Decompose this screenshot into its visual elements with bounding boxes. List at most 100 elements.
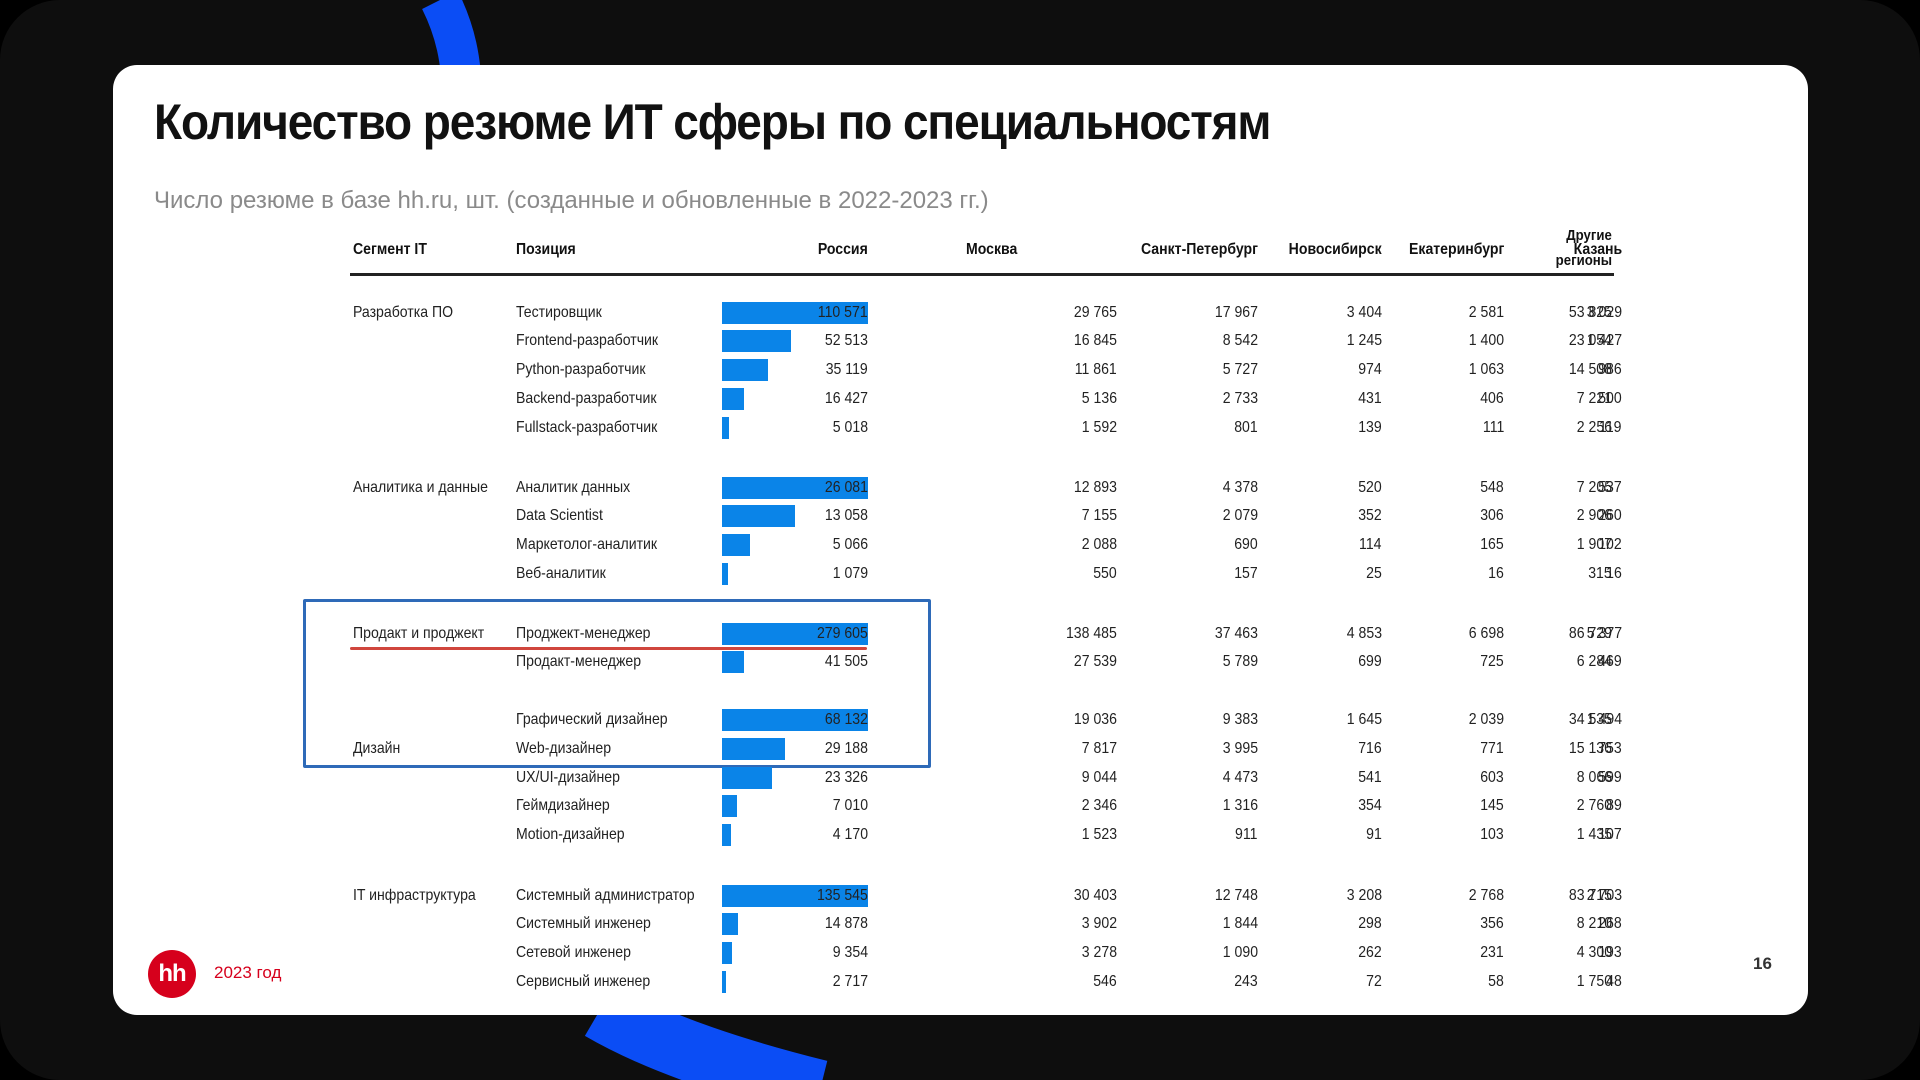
cell-novosibirsk: 91 (1366, 826, 1382, 843)
resume-table: Сегмент IT Позиция Россия Москва Санкт-П… (113, 65, 1808, 1015)
cell-spb: 37 463 (1214, 625, 1258, 642)
cell-ekaterinburg: 306 (1480, 507, 1504, 524)
header-moscow: Москва (965, 241, 1017, 258)
cell-russia: 16 427 (824, 390, 868, 407)
cell-russia: 5 066 (832, 536, 868, 553)
cell-russia: 52 513 (824, 332, 868, 349)
cell-segment: IT инфраструктура (353, 887, 476, 904)
cell-moscow: 7 155 (1081, 507, 1117, 524)
cell-kazan: 119 (1599, 419, 1622, 436)
russia-bar (722, 359, 768, 381)
cell-novosibirsk: 699 (1358, 653, 1382, 670)
cell-position: Системный инженер (516, 915, 651, 932)
cell-moscow: 3 902 (1081, 915, 1117, 932)
red-underline (350, 647, 867, 650)
russia-bar (722, 330, 791, 352)
cell-position: Проджект-менеджер (516, 625, 651, 642)
cell-position: Веб-аналитик (516, 565, 606, 582)
cell-other: 86 729 (1568, 625, 1612, 642)
cell-kazan: 1 494 (1586, 711, 1622, 728)
cell-position: Графический дизайнер (516, 711, 668, 728)
slide: Количество резюме ИТ сферы по специально… (113, 65, 1808, 1015)
russia-bar (722, 709, 868, 731)
header-spb: Санкт-Петербург (1140, 241, 1258, 258)
cell-ekaterinburg: 111 (1482, 419, 1504, 436)
cell-spb: 1 844 (1222, 915, 1258, 932)
cell-russia: 35 119 (825, 361, 868, 378)
cell-moscow: 29 765 (1073, 304, 1117, 321)
cell-position: Продакт-менеджер (516, 653, 642, 670)
cell-other: 53 825 (1568, 304, 1612, 321)
russia-bar (722, 767, 772, 789)
cell-novosibirsk: 354 (1358, 797, 1382, 814)
cell-moscow: 546 (1093, 973, 1117, 990)
cell-other: 4 300 (1576, 944, 1612, 961)
cell-spb: 5 789 (1222, 653, 1258, 670)
cell-other: 83 715 (1568, 887, 1612, 904)
header-other-line2: регионы (1555, 252, 1612, 269)
cell-novosibirsk: 520 (1358, 479, 1382, 496)
cell-russia: 23 326 (824, 769, 868, 786)
cell-kazan: 89 (1606, 797, 1622, 814)
cell-kazan: 986 (1598, 361, 1622, 378)
cell-position: Геймдизайнер (516, 797, 610, 814)
cell-ekaterinburg: 603 (1480, 769, 1504, 786)
cell-kazan: 599 (1598, 769, 1622, 786)
cell-ekaterinburg: 2 039 (1468, 711, 1504, 728)
cell-novosibirsk: 298 (1358, 915, 1382, 932)
slide-subtitle: Число резюме в базе hh.ru, шт. (созданны… (154, 187, 989, 214)
cell-russia: 5 018 (832, 419, 868, 436)
header-other-line1: Другие (1566, 227, 1612, 244)
cell-novosibirsk: 974 (1358, 361, 1382, 378)
cell-kazan: 469 (1598, 653, 1622, 670)
cell-segment: Продакт и проджект (353, 625, 485, 642)
cell-other: 1 435 (1576, 826, 1612, 843)
cell-ekaterinburg: 771 (1480, 740, 1504, 757)
cell-novosibirsk: 541 (1358, 769, 1382, 786)
highlight-box-product-project (303, 599, 931, 768)
cell-spb: 911 (1235, 826, 1258, 843)
cell-position: Frontend-разработчик (516, 332, 659, 349)
cell-position: Аналитик данных (516, 479, 631, 496)
footer-year: 2023 год (214, 963, 282, 982)
cell-russia: 4 170 (832, 826, 868, 843)
cell-moscow: 1 523 (1081, 826, 1117, 843)
cell-position: Data Scientist (516, 507, 603, 524)
cell-spb: 243 (1234, 973, 1258, 990)
cell-novosibirsk: 1 645 (1346, 711, 1382, 728)
cell-kazan: 3 029 (1586, 304, 1622, 321)
cell-ekaterinburg: 1 063 (1468, 361, 1504, 378)
russia-bar (722, 505, 795, 527)
cell-position: Motion-дизайнер (516, 826, 625, 843)
cell-moscow: 19 036 (1073, 711, 1117, 728)
cell-spb: 9 383 (1222, 711, 1258, 728)
cell-russia: 26 081 (824, 479, 868, 496)
cell-other: 1 750 (1576, 973, 1612, 990)
cell-spb: 157 (1234, 565, 1258, 582)
cell-ekaterinburg: 1 400 (1468, 332, 1504, 349)
cell-kazan: 48 (1606, 973, 1622, 990)
cell-ekaterinburg: 16 (1488, 565, 1504, 582)
cell-kazan: 1 427 (1586, 332, 1622, 349)
cell-spb: 4 473 (1222, 769, 1258, 786)
header-novosibirsk: Новосибирск (1289, 241, 1382, 258)
russia-bar (722, 534, 750, 556)
cell-ekaterinburg: 406 (1480, 390, 1504, 407)
cell-other: 14 508 (1568, 361, 1612, 378)
header-ekaterinburg: Екатеринбург (1408, 241, 1504, 258)
russia-bar (722, 913, 738, 935)
cell-russia: 9 354 (832, 944, 868, 961)
header-russia: Россия (818, 241, 868, 258)
cell-segment: Аналитика и данные (353, 479, 488, 496)
cell-russia: 110 571 (818, 304, 868, 321)
cell-position: Сервисный инженер (516, 973, 651, 990)
cell-russia: 13 058 (824, 507, 868, 524)
russia-bar (722, 942, 732, 964)
cell-russia: 41 505 (824, 653, 868, 670)
cell-other: 8 210 (1576, 915, 1612, 932)
cell-spb: 3 995 (1222, 740, 1258, 757)
cell-spb: 5 727 (1222, 361, 1258, 378)
cell-spb: 8 542 (1222, 332, 1258, 349)
cell-other: 6 284 (1576, 653, 1612, 670)
cell-ekaterinburg: 6 698 (1468, 625, 1504, 642)
